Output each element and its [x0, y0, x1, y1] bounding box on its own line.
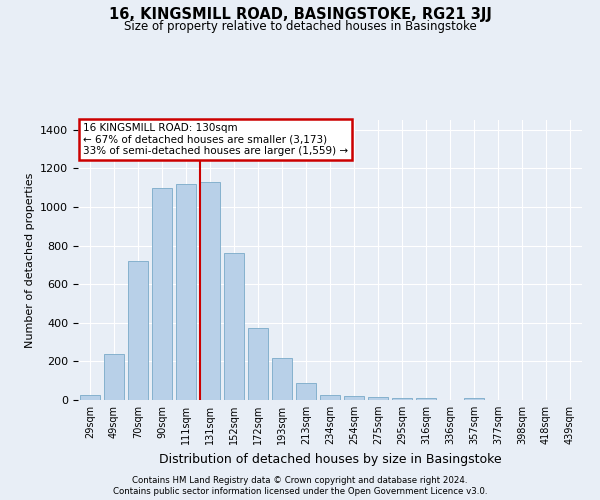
Text: Contains public sector information licensed under the Open Government Licence v3: Contains public sector information licen… [113, 487, 487, 496]
Bar [152, 188, 172, 400]
Text: Contains HM Land Registry data © Crown copyright and database right 2024.: Contains HM Land Registry data © Crown c… [132, 476, 468, 485]
Bar [368, 396, 388, 400]
Bar [248, 328, 268, 400]
Bar [128, 261, 148, 400]
Bar [272, 358, 292, 400]
Bar [224, 253, 244, 400]
Text: Size of property relative to detached houses in Basingstoke: Size of property relative to detached ho… [124, 20, 476, 33]
Bar [344, 396, 364, 400]
Bar [320, 394, 340, 400]
Text: 16, KINGSMILL ROAD, BASINGSTOKE, RG21 3JJ: 16, KINGSMILL ROAD, BASINGSTOKE, RG21 3J… [109, 8, 491, 22]
Bar [416, 398, 436, 400]
Bar [464, 398, 484, 400]
X-axis label: Distribution of detached houses by size in Basingstoke: Distribution of detached houses by size … [158, 452, 502, 466]
Text: 16 KINGSMILL ROAD: 130sqm
← 67% of detached houses are smaller (3,173)
33% of se: 16 KINGSMILL ROAD: 130sqm ← 67% of detac… [83, 123, 348, 156]
Y-axis label: Number of detached properties: Number of detached properties [25, 172, 35, 348]
Bar [200, 182, 220, 400]
Bar [104, 354, 124, 400]
Bar [80, 395, 100, 400]
Bar [392, 398, 412, 400]
Bar [176, 184, 196, 400]
Bar [296, 382, 316, 400]
